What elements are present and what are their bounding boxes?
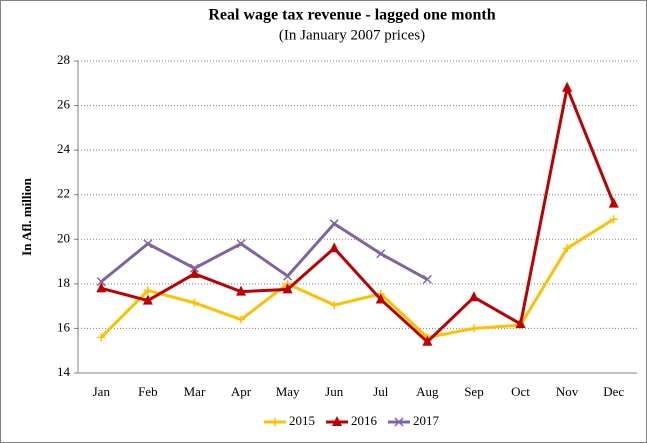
x-tick-label: Sep xyxy=(464,384,484,399)
marker xyxy=(190,298,199,307)
marker xyxy=(609,215,618,224)
x-tick-label: Dec xyxy=(603,384,624,399)
x-tick-label: Jan xyxy=(93,384,111,399)
x-tick-label: Oct xyxy=(511,384,530,399)
marker xyxy=(143,286,152,295)
marker xyxy=(329,219,339,229)
chart-title: Real wage tax revenue - lagged one month xyxy=(208,7,495,24)
marker xyxy=(563,244,572,253)
x-tick-label: Aug xyxy=(416,384,439,399)
marker xyxy=(422,335,433,346)
marker xyxy=(189,267,200,278)
marker xyxy=(143,239,153,249)
y-axis-label: In Afl. million xyxy=(19,177,34,255)
y-tick-label: 18 xyxy=(57,275,70,290)
x-tick-label: Feb xyxy=(138,384,158,399)
marker xyxy=(236,239,246,249)
marker xyxy=(189,263,199,273)
x-tick-label: Jun xyxy=(325,384,344,399)
marker xyxy=(394,417,404,427)
y-tick-label: 26 xyxy=(57,97,71,112)
chart-subtitle: (In January 2007 prices) xyxy=(279,27,425,43)
x-tick-label: Jul xyxy=(373,384,389,399)
marker xyxy=(469,324,478,333)
y-tick-label: 16 xyxy=(57,319,71,334)
marker xyxy=(422,274,432,284)
x-tick-label: Mar xyxy=(184,384,206,399)
y-tick-label: 24 xyxy=(57,141,71,156)
marker xyxy=(608,197,619,208)
series-line xyxy=(100,221,429,283)
legend-label: 2016 xyxy=(351,413,378,428)
legend-label: 2017 xyxy=(413,413,440,428)
marker xyxy=(97,333,106,342)
marker xyxy=(329,242,340,253)
y-tick-label: 22 xyxy=(57,186,70,201)
legend-label: 2015 xyxy=(289,413,315,428)
marker xyxy=(271,418,279,426)
series-line xyxy=(100,82,616,344)
marker xyxy=(142,294,153,305)
marker xyxy=(375,293,386,304)
marker xyxy=(515,317,526,328)
marker xyxy=(330,301,339,310)
marker xyxy=(96,282,107,293)
series-line xyxy=(100,217,615,339)
marker xyxy=(96,277,106,287)
marker xyxy=(237,315,246,324)
x-tick-label: Nov xyxy=(556,384,579,399)
marker xyxy=(376,249,386,259)
marker xyxy=(236,285,247,296)
y-tick-label: 28 xyxy=(57,52,70,67)
marker xyxy=(282,283,293,294)
x-tick-label: Apr xyxy=(231,384,252,399)
x-tick-label: May xyxy=(276,384,300,399)
y-tick-label: 20 xyxy=(57,230,70,245)
marker xyxy=(468,291,479,302)
marker xyxy=(283,271,293,281)
y-tick-label: 14 xyxy=(57,364,71,379)
marker xyxy=(562,81,573,92)
marker xyxy=(332,416,342,426)
